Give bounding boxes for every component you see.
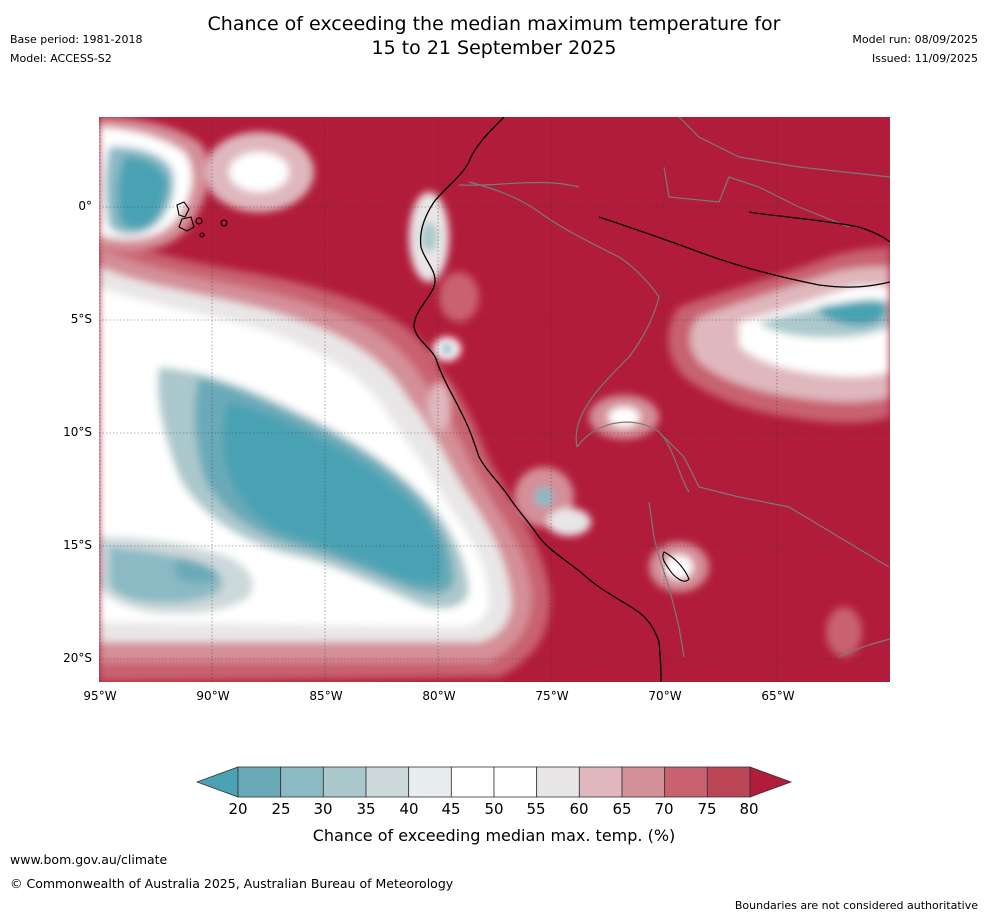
- country-boundaries: [458, 117, 890, 658]
- model-run: Model run: 08/09/2025: [852, 33, 978, 46]
- cb-tick-55: 55: [526, 800, 546, 818]
- colorbar-label: Chance of exceeding median max. temp. (%…: [312, 826, 676, 845]
- lon-label-85w: 85°W: [309, 689, 343, 703]
- cb-tick-50: 50: [484, 800, 504, 818]
- colorbar-cell: [664, 766, 708, 798]
- colorbar-cell: [578, 766, 623, 798]
- cb-tick-25: 25: [271, 800, 291, 818]
- cb-tick-45: 45: [441, 800, 461, 818]
- base-period: Base period: 1981-2018: [10, 33, 143, 46]
- lake-titicaca: [662, 551, 690, 582]
- cb-tick-20: 20: [228, 800, 248, 818]
- colorbar-cell: [706, 766, 751, 798]
- lon-label-80w: 80°W: [422, 689, 456, 703]
- colorbar-cell: [450, 766, 495, 798]
- graticule: [99, 117, 890, 682]
- forecast-map: [99, 117, 890, 682]
- cb-tick-35: 35: [356, 800, 376, 818]
- galapagos-cool-region: [99, 117, 210, 252]
- lat-label-15s: 15°S: [63, 538, 92, 552]
- galapagos-islands: [176, 201, 228, 238]
- cb-tick-70: 70: [654, 800, 674, 818]
- model-name: Model: ACCESS-S2: [10, 52, 112, 65]
- colorbar-cell: [237, 766, 282, 798]
- lat-label-10s: 10°S: [63, 425, 92, 439]
- cb-tick-80: 80: [739, 800, 759, 818]
- coastline: [413, 117, 890, 682]
- colorbar-svg: [195, 766, 793, 798]
- chart-title: Chance of exceeding the median maximum t…: [0, 12, 988, 60]
- lon-label-90w: 90°W: [196, 689, 230, 703]
- colorbar-cell: [493, 766, 538, 798]
- colorbar-cell: [621, 766, 666, 798]
- footer-url[interactable]: www.bom.gov.au/climate: [10, 852, 168, 867]
- cb-tick-40: 40: [399, 800, 419, 818]
- issued-date: Issued: 11/09/2025: [871, 52, 978, 65]
- title-line-2: 15 to 21 September 2025: [371, 37, 617, 59]
- colorbar-cell: [280, 766, 324, 798]
- colorbar-extend-low: [195, 766, 239, 798]
- cb-tick-65: 65: [612, 800, 632, 818]
- meta-right: Model run: 08/09/2025 Issued: 11/09/2025: [852, 30, 978, 68]
- lat-label-20s: 20°S: [63, 651, 92, 665]
- title-line-1: Chance of exceeding the median maximum t…: [207, 13, 781, 35]
- cb-tick-60: 60: [569, 800, 589, 818]
- meta-left: Base period: 1981-2018 Model: ACCESS-S2: [10, 30, 142, 68]
- amazon-cool-region: [668, 247, 890, 423]
- lat-label-5s: 5°S: [70, 312, 92, 326]
- lon-label-70w: 70°W: [648, 689, 682, 703]
- lon-label-95w: 95°W: [83, 689, 117, 703]
- lon-label-65w: 65°W: [761, 689, 795, 703]
- colorbar-extend-high: [749, 766, 793, 798]
- cb-tick-30: 30: [313, 800, 333, 818]
- colorbar-cell: [322, 766, 367, 798]
- colorbar: [195, 766, 796, 800]
- ocean-cool-region: [99, 227, 550, 682]
- copyright: © Commonwealth of Australia 2025, Austra…: [10, 876, 454, 891]
- map-svg: [99, 117, 890, 682]
- light-patches: [204, 132, 862, 657]
- lon-label-75w: 75°W: [535, 689, 569, 703]
- colorbar-cell: [536, 766, 580, 798]
- disclaimer: Boundaries are not considered authoritat…: [734, 899, 978, 912]
- colorbar-cell: [365, 766, 410, 798]
- colorbar-cell: [408, 766, 452, 798]
- lat-label-0: 0°: [78, 199, 92, 213]
- cb-tick-75: 75: [697, 800, 717, 818]
